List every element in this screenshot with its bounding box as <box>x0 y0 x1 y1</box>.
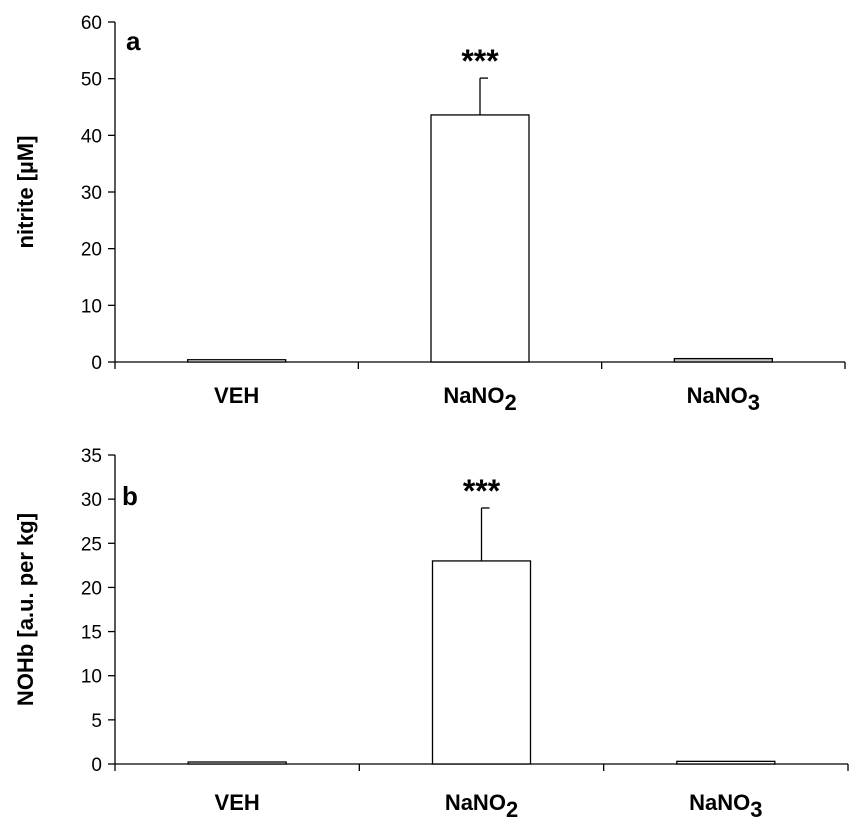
x-tick-label-base: NaNO <box>445 790 506 815</box>
x-tick-label: NaNO3 <box>689 790 762 822</box>
y-tick-label: 50 <box>81 70 102 91</box>
x-tick-label-base: VEH <box>215 790 260 815</box>
x-tick-label: NaNO3 <box>687 383 760 415</box>
y-tick-label: 30 <box>81 183 102 204</box>
bar <box>430 114 530 363</box>
y-tick-label: 40 <box>81 126 102 147</box>
x-tick-label-base: NaNO <box>689 790 750 815</box>
y-tick-label: 15 <box>81 623 102 644</box>
x-tick-label-base: VEH <box>214 383 259 408</box>
x-tick-label-subscript: 3 <box>748 390 760 415</box>
panel-label: a <box>126 26 141 56</box>
x-tick-label-subscript: 3 <box>750 797 762 822</box>
y-tick-label: 30 <box>81 490 102 511</box>
y-tick-label: 0 <box>91 755 102 776</box>
panel-label: b <box>122 481 138 511</box>
y-tick-label: 25 <box>81 534 102 555</box>
significance-marker: *** <box>461 43 499 79</box>
x-tick-label: NaNO2 <box>443 383 516 415</box>
x-tick-label: VEH <box>215 790 260 815</box>
x-tick-label-subscript: 2 <box>506 797 518 822</box>
bar <box>431 560 532 765</box>
significance-marker: *** <box>463 473 501 509</box>
y-axis-label: nitrite [µM] <box>13 136 38 249</box>
x-tick-label-subscript: 2 <box>504 390 516 415</box>
x-tick-label-base: NaNO <box>443 383 504 408</box>
bar <box>676 760 776 765</box>
bar <box>673 357 773 363</box>
y-tick-label: 20 <box>81 240 102 261</box>
y-tick-label: 5 <box>91 711 102 732</box>
y-tick-label: 10 <box>81 296 102 317</box>
x-tick-label-base: NaNO <box>687 383 748 408</box>
bar <box>187 359 287 363</box>
y-tick-label: 20 <box>81 578 102 599</box>
y-tick-label: 0 <box>91 353 102 374</box>
y-tick-label: 10 <box>81 667 102 688</box>
x-tick-label: NaNO2 <box>445 790 518 822</box>
y-tick-label: 35 <box>81 446 102 467</box>
x-tick-label: VEH <box>214 383 259 408</box>
bar <box>187 761 287 765</box>
y-tick-label: 60 <box>81 13 102 34</box>
y-axis-label: NOHb [a.u. per kg] <box>13 513 38 706</box>
